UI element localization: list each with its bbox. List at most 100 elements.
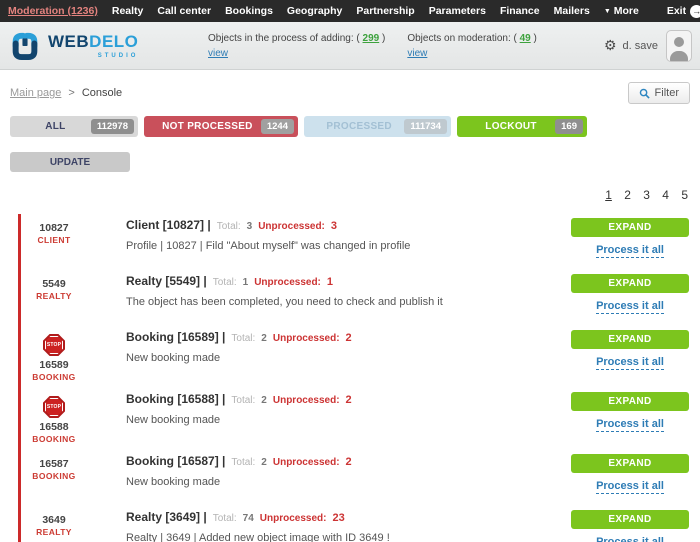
objects-moderation-view-link[interactable]: view [407,47,428,59]
item-id-column: STOP 16587 BOOKING [10,454,98,500]
gear-icon[interactable]: ⚙ [603,37,617,53]
unprocessed-value: 2 [345,332,352,344]
nav-item-more[interactable]: ▼ More [604,5,639,17]
objects-adding-view-link[interactable]: view [208,47,229,59]
item-type: BOOKING [32,471,76,481]
filter-button[interactable]: Filter [627,82,690,104]
stop-icon: STOP [43,334,65,356]
objects-adding-count[interactable]: 299 [362,32,380,44]
expand-button[interactable]: EXPAND [571,454,689,473]
item-id: 5549 [42,278,66,290]
unprocessed-label: Unprocessed: [272,333,340,344]
tab-all[interactable]: ALL 112978 [10,116,138,137]
tab-lockout[interactable]: LOCKOUT 169 [457,116,587,137]
nav-item-parameters[interactable]: Parameters [428,5,486,17]
page-4[interactable]: 4 [662,188,669,202]
avatar-head [674,36,684,47]
total-value: 2 [261,333,267,344]
nav-item-geography[interactable]: Geography [286,5,343,17]
breadcrumb-current: Console [81,87,123,99]
total-label: Total: [231,333,256,344]
tab-all-label: ALL [45,121,66,132]
unprocessed-label: Unprocessed: [259,513,327,524]
total-value: 2 [261,395,267,406]
unprocessed-label: Unprocessed: [272,457,340,468]
process-it-all-link[interactable]: Process it all [596,244,664,258]
nav-item-call-center[interactable]: Call center [157,5,212,17]
item-id-column: STOP 10827 CLIENT [10,218,98,264]
objects-adding-group: Objects in the process of adding: ( 299 … [208,32,386,59]
exit-label: Exit [666,5,687,17]
item-id-column: STOP 16588 BOOKING [10,392,98,444]
breadcrumb-main-page[interactable]: Main page [10,87,62,99]
item-title-line: Realty [5549] | Total: 1 Unprocessed: 1 [126,274,570,288]
exit-arrow-icon: → [690,4,700,18]
nav-item-finance[interactable]: Finance [499,5,540,17]
objects-adding-label: Objects in the process of adding: ( [208,32,360,44]
item-id: 10827 [39,222,69,234]
moderation-list: STOP 10827 CLIENT Client [10827] | Total… [10,208,690,542]
item-description: New booking made [126,414,221,426]
nav-item-moderation[interactable]: Moderation (1236) [8,5,98,17]
item-description: New booking made [126,352,221,364]
process-it-all-link[interactable]: Process it all [596,356,664,370]
item-title-line: Booking [16588] | Total: 2 Unprocessed: … [126,392,570,406]
list-item: STOP 5549 REALTY Realty [5549] | Total: … [10,264,690,320]
item-title-line: Client [10827] | Total: 3 Unprocessed: 3 [126,218,570,232]
process-it-all-link[interactable]: Process it all [596,300,664,314]
expand-button[interactable]: EXPAND [571,274,689,293]
item-type: REALTY [36,291,72,301]
breadcrumb: Main page > Console Filter [10,70,690,114]
unprocessed-value: 23 [332,512,345,524]
list-item: STOP 16589 BOOKING Booking [16589] | Tot… [10,320,690,382]
page-5[interactable]: 5 [681,188,688,202]
nav-item-partnership[interactable]: Partnership [356,5,415,17]
list-item: STOP 10827 CLIENT Client [10827] | Total… [10,208,690,264]
nav-item-realty[interactable]: Realty [111,5,144,17]
page-2[interactable]: 2 [624,188,631,202]
list-item: STOP 16587 BOOKING Booking [16587] | Tot… [10,444,690,500]
objects-moderation-count[interactable]: 49 [519,32,531,44]
expand-button[interactable]: EXPAND [571,218,689,237]
expand-button[interactable]: EXPAND [571,330,689,349]
tab-processed-count: 111734 [404,119,447,134]
item-title: Realty [3649] | [126,510,207,524]
logo[interactable]: WEBDELO STUDIO [8,29,208,63]
unprocessed-label: Unprocessed: [258,221,325,232]
nav-more-label: More [613,5,639,17]
item-title: Booking [16589] | [126,330,226,344]
page-1[interactable]: 1 [605,188,612,202]
avatar-body [670,50,688,61]
item-description: The object has been completed, you need … [126,296,443,308]
nav-item-mailers[interactable]: Mailers [553,5,590,17]
item-title: Realty [5549] | [126,274,207,288]
process-it-all-link[interactable]: Process it all [596,418,664,432]
tab-processed[interactable]: PROCESSED 111734 [304,116,451,137]
search-icon [639,88,650,99]
username[interactable]: d. save [622,39,658,52]
item-title: Booking [16587] | [126,454,226,468]
process-it-all-link[interactable]: Process it all [596,480,664,494]
nav-item-bookings[interactable]: Bookings [225,5,273,17]
objects-moderation-group: Objects on moderation: ( 49 ) view [407,32,537,59]
unprocessed-label: Unprocessed: [272,395,340,406]
unprocessed-value: 1 [326,276,334,288]
process-it-all-link[interactable]: Process it all [596,536,664,542]
item-id-column: STOP 3649 REALTY [10,510,98,542]
item-type: CLIENT [37,235,71,245]
exit-button[interactable]: Exit → [666,4,700,18]
chevron-down-icon: ▼ [603,7,611,15]
page-3[interactable]: 3 [643,188,650,202]
avatar[interactable] [666,29,692,62]
item-type: BOOKING [32,372,76,382]
tab-not-processed-label: NOT PROCESSED [162,121,253,132]
total-label: Total: [212,277,237,288]
app-header: WEBDELO STUDIO Objects in the process of… [0,22,700,70]
unprocessed-label: Unprocessed: [254,277,321,288]
update-button[interactable]: UPDATE [10,152,130,172]
expand-button[interactable]: EXPAND [571,510,689,529]
item-title-line: Realty [3649] | Total: 74 Unprocessed: 2… [126,510,570,524]
tab-not-processed[interactable]: NOT PROCESSED 1244 [144,116,298,137]
expand-button[interactable]: EXPAND [571,392,689,411]
pagination: 1 2 3 4 5 [10,188,688,202]
